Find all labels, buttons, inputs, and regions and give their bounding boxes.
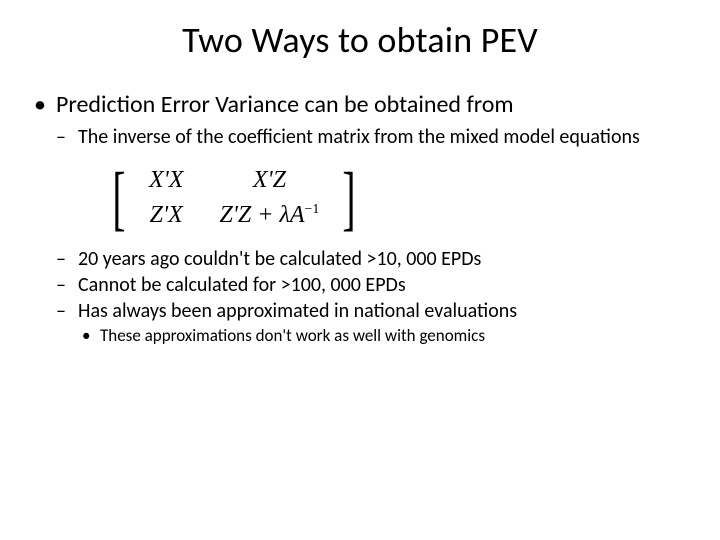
bullet-subsub-1: These approximations don't work as well …	[80, 325, 696, 346]
bullet-sub-3: Cannot be calculated for >100, 000 EPDs	[56, 273, 696, 297]
slide-content: Prediction Error Variance can be obtaine…	[24, 90, 696, 346]
bullet-sub-4: Has always been approximated in national…	[56, 299, 696, 323]
matrix-cell-22: Z'Z + λA−1	[201, 198, 337, 233]
matrix-block: [ X'X X'Z Z'X Z'Z + λA−1 ]	[107, 163, 696, 233]
matrix-cell-22a: Z'Z +	[219, 202, 279, 228]
slide: Two Ways to obtain PEV Prediction Error …	[0, 0, 720, 540]
coefficient-matrix: [ X'X X'Z Z'X Z'Z + λA−1 ]	[107, 163, 361, 233]
bullet-main: Prediction Error Variance can be obtaine…	[32, 90, 696, 119]
left-bracket-icon: [	[112, 167, 125, 229]
bullet-sub-1: The inverse of the coefficient matrix fr…	[56, 125, 696, 149]
matrix-cell-22-exp: −1	[305, 202, 320, 217]
matrix-cell-21: Z'X	[131, 198, 201, 233]
right-bracket-icon: ]	[343, 167, 356, 229]
matrix-cell-22b: λA	[279, 202, 304, 228]
matrix-table: X'X X'Z Z'X Z'Z + λA−1	[131, 163, 337, 233]
slide-title: Two Ways to obtain PEV	[24, 18, 696, 62]
matrix-cell-11: X'X	[131, 163, 201, 198]
matrix-cell-12: X'Z	[201, 163, 337, 198]
bullet-sub-2: 20 years ago couldn't be calculated >10,…	[56, 247, 696, 271]
